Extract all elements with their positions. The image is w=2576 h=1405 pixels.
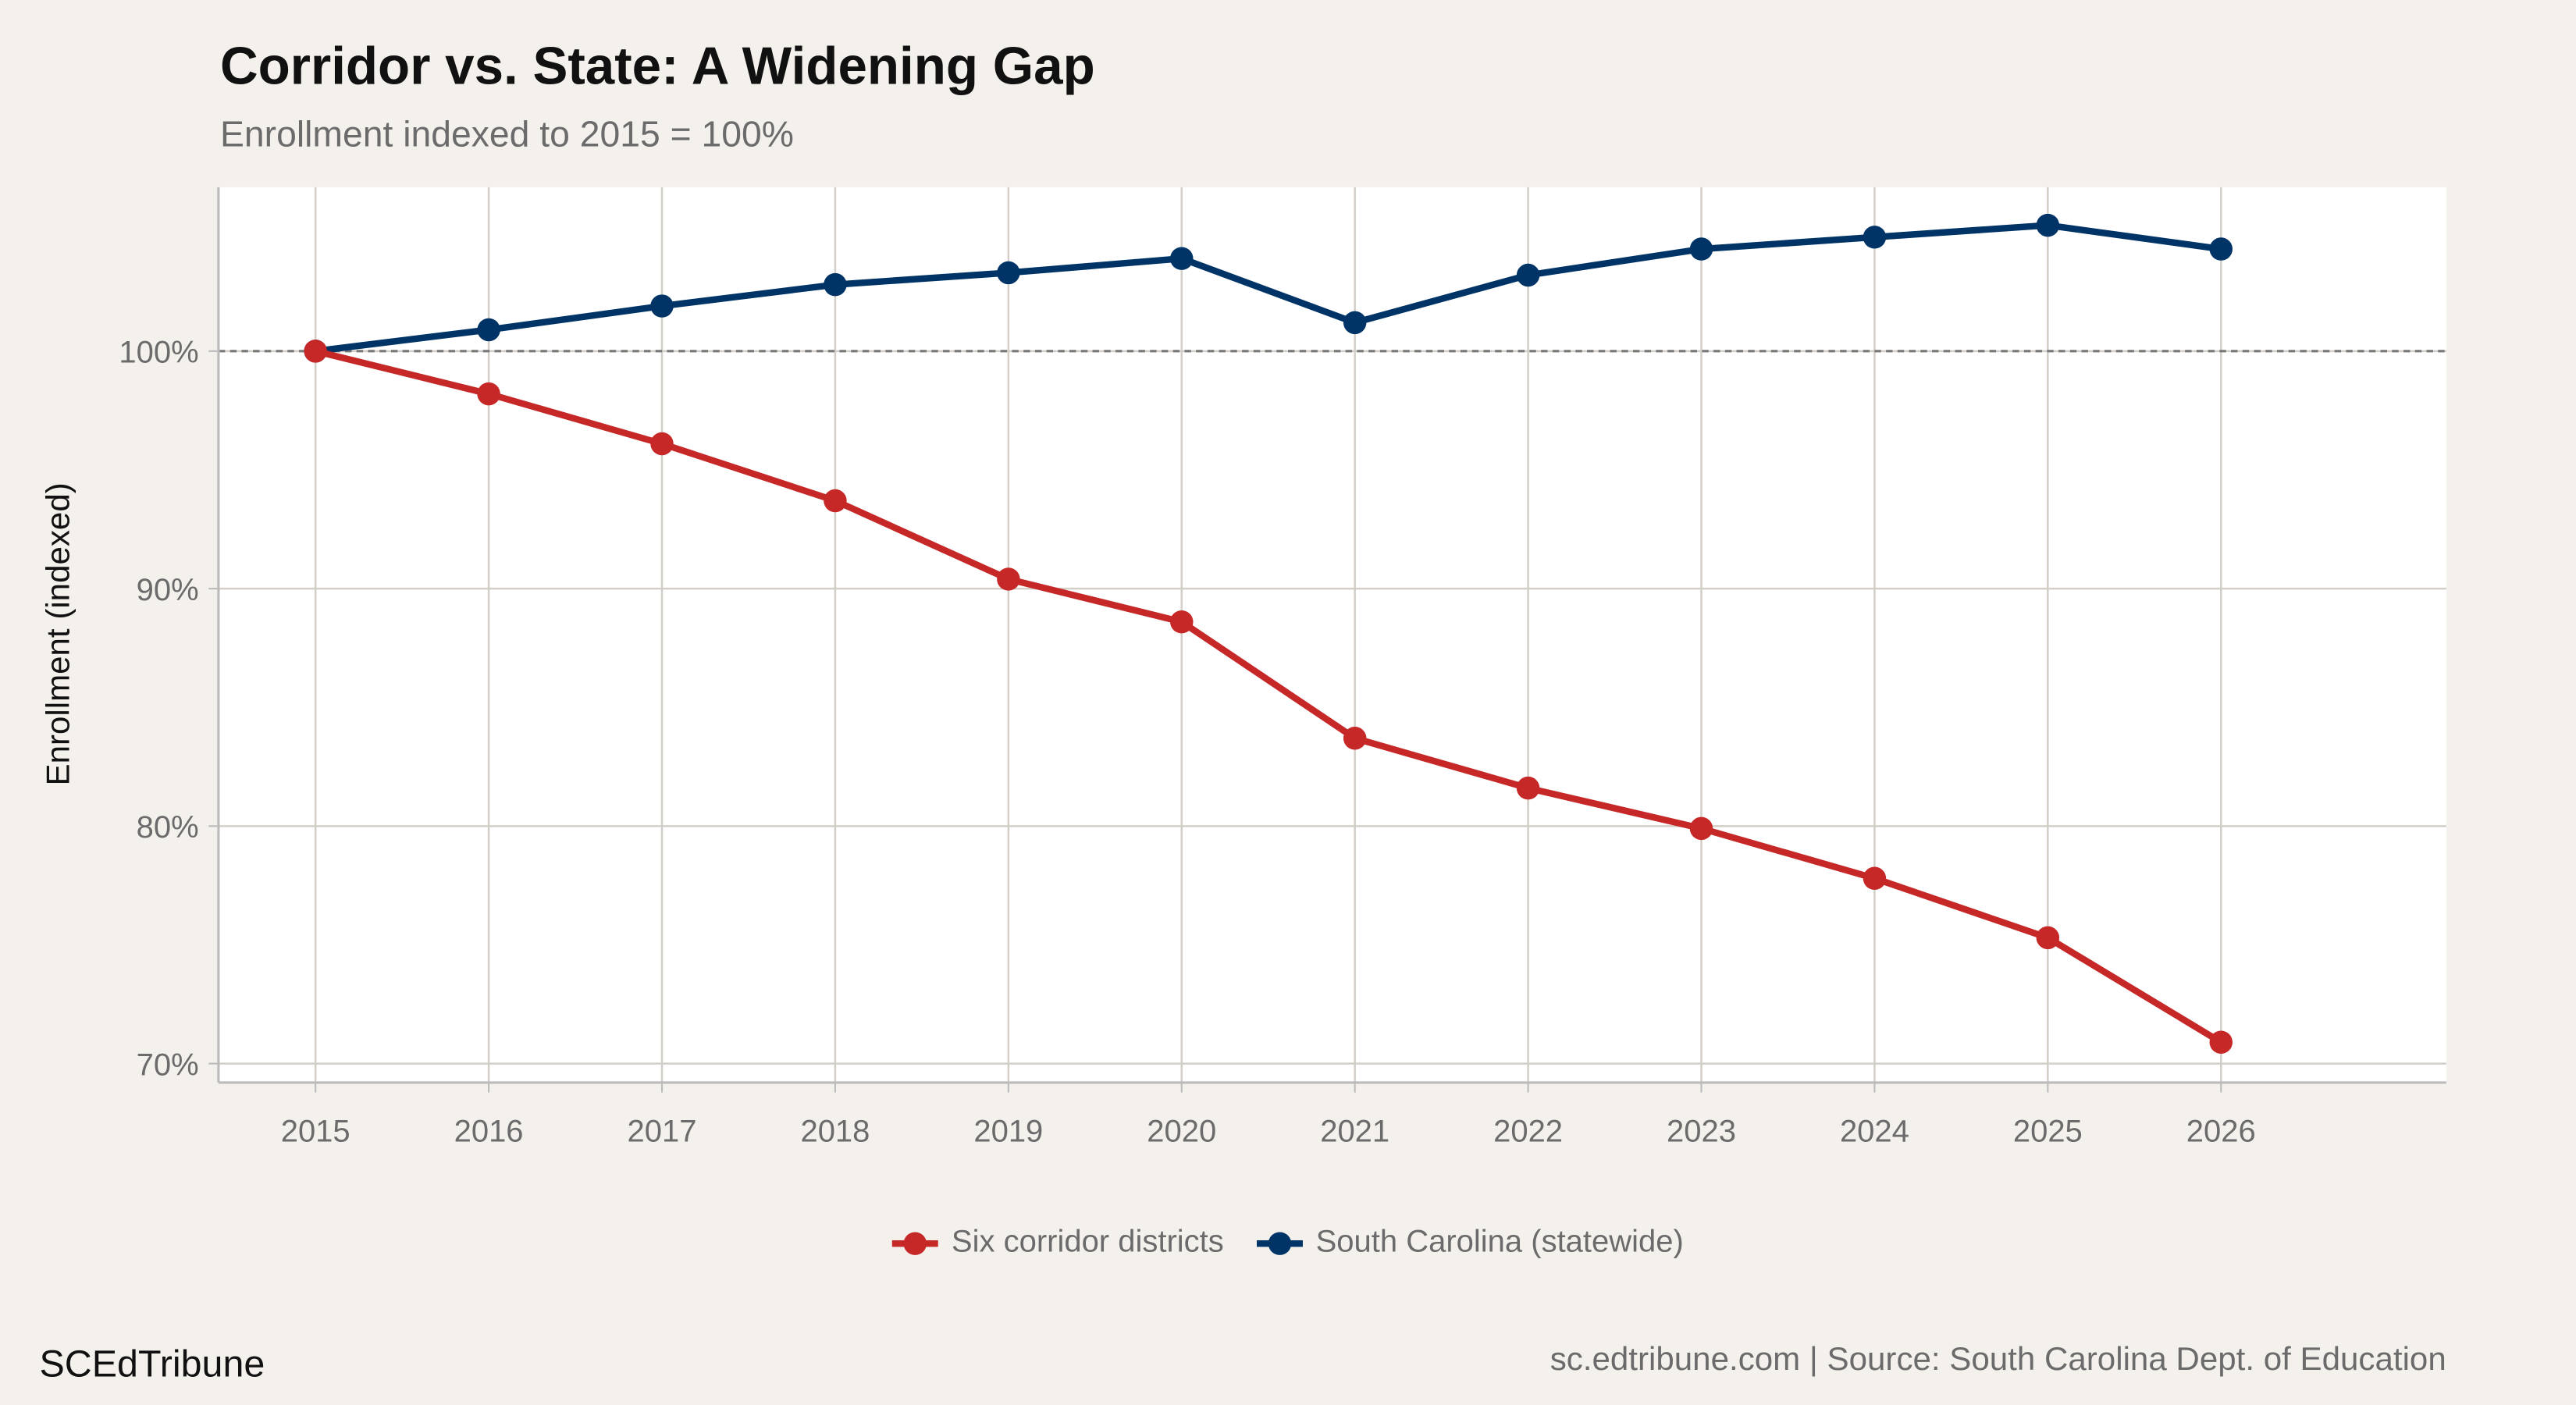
x-tick-label: 2021 <box>1320 1115 1389 1149</box>
data-point <box>477 382 500 406</box>
data-point <box>2209 237 2233 261</box>
data-point <box>1516 776 1540 800</box>
y-tick-label: 70% <box>137 1048 199 1082</box>
x-tick-label: 2024 <box>1840 1115 1909 1149</box>
x-tick-label: 2022 <box>1493 1115 1563 1149</box>
x-tick-label: 2017 <box>628 1115 697 1149</box>
data-point <box>2036 213 2060 237</box>
x-tick-label: 2016 <box>454 1115 524 1149</box>
data-point <box>1689 816 1713 841</box>
data-point <box>1170 247 1194 270</box>
x-tick-label: 2019 <box>973 1115 1043 1149</box>
plot-panel <box>218 187 2446 1083</box>
legend-swatch-statewide <box>1256 1232 1303 1255</box>
chart-subtitle: Enrollment indexed to 2015 = 100% <box>220 113 794 155</box>
y-axis-label: Enrollment (indexed) <box>39 482 76 785</box>
legend: Six corridor districts South Carolina (s… <box>0 1225 2576 1261</box>
data-point <box>477 318 500 342</box>
data-point <box>304 340 327 363</box>
series-line <box>315 222 2222 355</box>
y-tick-label: 80% <box>137 810 199 845</box>
data-point <box>997 567 1020 591</box>
legend-label: Six corridor districts <box>951 1225 1224 1261</box>
x-tick-label: 2018 <box>800 1115 870 1149</box>
x-tick-label: 2020 <box>1147 1115 1216 1149</box>
data-point <box>824 272 847 297</box>
x-tick-label: 2023 <box>1667 1115 1736 1149</box>
x-tick-label: 2015 <box>281 1115 350 1149</box>
data-point <box>824 489 847 513</box>
data-point <box>1516 263 1540 287</box>
legend-swatch-corridor <box>892 1232 939 1255</box>
data-point <box>650 294 674 318</box>
data-point <box>1170 610 1194 634</box>
series-line <box>315 347 2223 1045</box>
data-point <box>997 261 1020 285</box>
data-point <box>1343 311 1367 335</box>
y-tick-label: 90% <box>137 573 199 607</box>
chart-title: Corridor vs. State: A Widening Gap <box>220 36 1095 96</box>
legend-label: South Carolina (statewide) <box>1315 1225 1684 1261</box>
source-credit: sc.edtribune.com | Source: South Carolin… <box>1550 1342 2446 1378</box>
data-point <box>1343 727 1367 750</box>
data-point <box>2036 926 2060 950</box>
data-point <box>1689 237 1713 261</box>
legend-item-corridor: Six corridor districts <box>892 1225 1224 1261</box>
data-point <box>1863 226 1887 249</box>
x-tick-label: 2026 <box>2186 1115 2256 1149</box>
data-point <box>1863 866 1887 891</box>
data-point <box>2209 1030 2233 1054</box>
y-tick-label: 100% <box>119 336 198 370</box>
legend-item-statewide: South Carolina (statewide) <box>1256 1225 1684 1261</box>
brand-logo-text: SCEdTribune <box>39 1342 265 1385</box>
data-point <box>650 432 674 456</box>
x-tick-label: 2025 <box>2013 1115 2083 1149</box>
